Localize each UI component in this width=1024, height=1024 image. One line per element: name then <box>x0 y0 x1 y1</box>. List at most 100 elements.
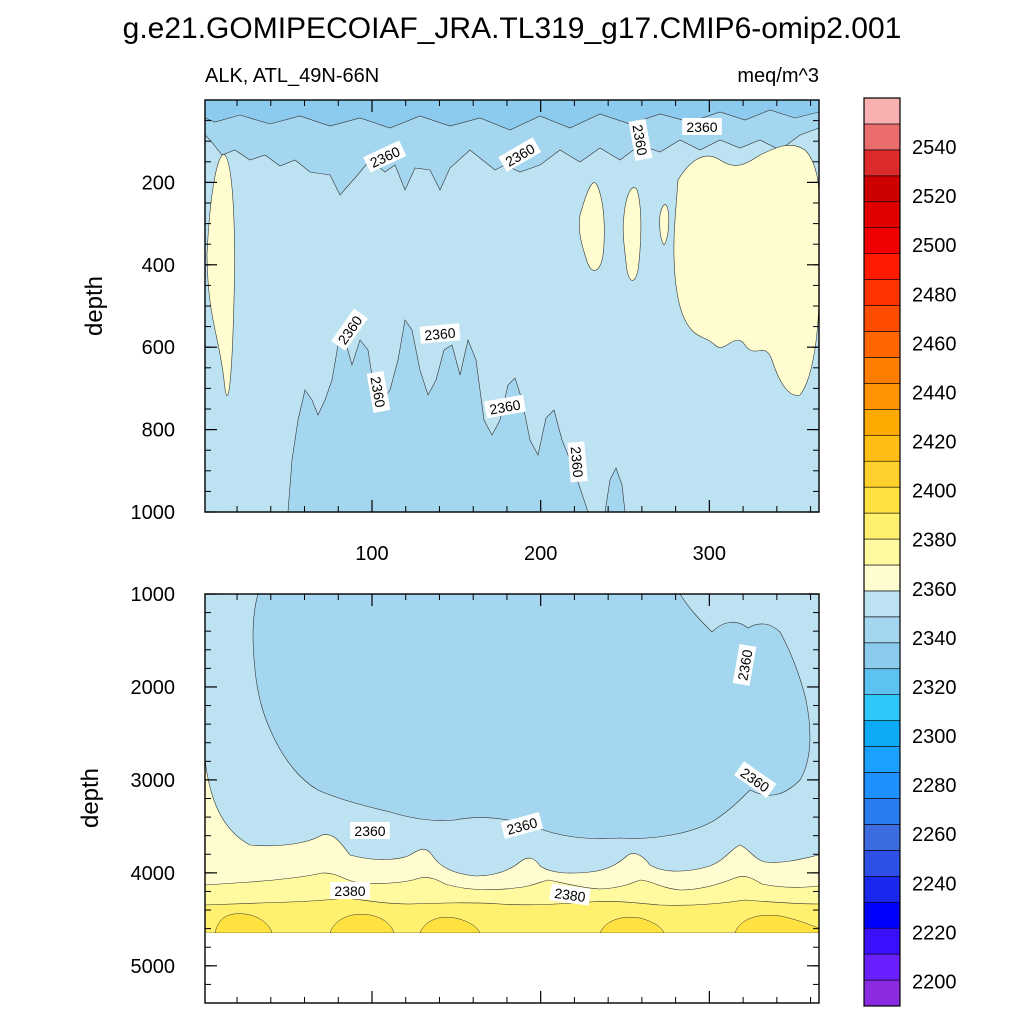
contour-label-box <box>734 761 777 798</box>
contour-label-text: 2360 <box>505 814 539 838</box>
colorbar-label: 2340 <box>912 628 957 650</box>
contour-label-text: 2380 <box>553 885 586 905</box>
colorbar-label: 2260 <box>912 824 957 846</box>
y-tick-label: 2000 <box>131 677 176 699</box>
contour-label-box <box>732 643 757 686</box>
y-tick-label: 800 <box>142 420 175 442</box>
x-tick-label: 200 <box>524 543 557 565</box>
chart-title: g.e21.GOMIPECOIAF_JRA.TL319_g17.CMIP6-om… <box>123 12 902 45</box>
x-tick-label: 100 <box>355 543 388 565</box>
colorbar-label: 2400 <box>912 481 957 503</box>
lower-y-axis-label: depth <box>77 768 104 828</box>
colorbar-label: 2280 <box>912 775 957 797</box>
upper-panel: 200 400 600 800 1000 2360 2360 2360 2360 2360 236… <box>81 99 820 524</box>
yellow-lens-mid2 <box>622 187 642 281</box>
lower-gold-patch-4 <box>599 917 665 934</box>
contour-label-box <box>350 822 390 839</box>
colorbar-swatch <box>863 149 901 177</box>
contour-label-text: 2360 <box>629 123 650 157</box>
colorbar-swatch <box>863 772 901 799</box>
contour-label: 2360 <box>732 643 757 686</box>
yellow-lens-mid3 <box>659 204 670 246</box>
colorbar-swatch <box>863 357 901 384</box>
y-tick-label: 3000 <box>131 770 176 792</box>
lower-gold-patch-3 <box>419 917 481 934</box>
upper-y-axis-label: depth <box>81 276 108 336</box>
contour-label: 2360 <box>483 394 526 419</box>
contour-label-text: 2360 <box>686 119 717 135</box>
upper-deep-tail <box>604 467 626 512</box>
lower-deep-mass <box>252 594 811 839</box>
lower-gold-patch-5 <box>734 915 819 934</box>
colorbar-swatch <box>863 901 901 929</box>
contour-label-box <box>331 308 368 351</box>
colorbar-swatch <box>863 97 901 125</box>
colorbar-swatch <box>863 694 901 721</box>
contour-label-box <box>366 370 391 413</box>
contour-label: 2380 <box>330 882 370 899</box>
colorbar-swatch <box>863 331 901 358</box>
upper-surface-band <box>205 100 819 196</box>
colorbar-label: 2500 <box>912 235 957 257</box>
lower-gold-patch-2 <box>329 914 395 934</box>
colorbar-swatch <box>863 668 901 695</box>
colorbar-swatch <box>863 590 901 618</box>
contour-label: 2380 <box>549 883 591 906</box>
colorbar-swatch <box>863 875 901 903</box>
colorbar-swatch <box>863 383 901 410</box>
upper-surface-sliver <box>205 100 819 131</box>
lower-axis-ticks: 1000 2000 3000 4000 5000 <box>131 584 819 1004</box>
units-subtitle: meq/m^3 <box>737 65 819 87</box>
colorbar-swatch <box>863 512 901 540</box>
colorbar-frame <box>863 97 901 1007</box>
colorbar-label: 2540 <box>912 137 957 159</box>
contour-label-box <box>363 140 407 173</box>
y-tick-label: 400 <box>142 255 175 277</box>
colorbar-swatch <box>863 305 901 332</box>
colorbar-swatch <box>863 927 901 955</box>
contour-label: 2360 <box>350 822 390 839</box>
colorbar-label: 2320 <box>912 677 957 699</box>
contour-label-box <box>330 882 370 899</box>
y-tick-label: 1000 <box>131 502 176 524</box>
contour-label-text: 2360 <box>568 446 587 479</box>
colorbar-label: 2200 <box>912 971 957 993</box>
colorbar-swatch <box>863 953 901 981</box>
contour-label: 2360 <box>366 370 391 413</box>
colorbar-swatch <box>863 616 901 644</box>
colorbar-swatch <box>863 538 901 566</box>
colorbar-swatch <box>863 175 901 203</box>
contour-label-text: 2380 <box>334 883 365 899</box>
contour-label-text: 2360 <box>488 396 522 417</box>
contour-label: 2360 <box>419 323 461 344</box>
contour-label: 2360 <box>682 118 722 135</box>
contour-label-box <box>498 137 542 172</box>
colorbar-label: 2300 <box>912 726 957 748</box>
contour-label-text: 2360 <box>424 325 457 344</box>
colorbar-swatch <box>863 564 901 592</box>
yellow-lens-right <box>673 145 819 396</box>
contour-label-box <box>549 883 591 906</box>
contour-label-text: 2360 <box>367 375 388 409</box>
contour-label: 2360 <box>567 441 588 483</box>
colorbar-label: 2440 <box>912 382 957 404</box>
colorbar-swatch <box>863 798 901 825</box>
colorbar-label: 2420 <box>912 432 957 454</box>
colorbar-swatch <box>863 746 901 773</box>
contour-label: 2360 <box>500 812 544 839</box>
colorbar-swatch <box>863 123 901 151</box>
yellow-lens-left <box>206 154 235 396</box>
colorbar-label: 2360 <box>912 579 957 601</box>
colorbar-swatch <box>863 979 901 1007</box>
colorbar-label: 2480 <box>912 284 957 306</box>
x-axis-tick-labels: 100 200 300 <box>355 543 726 565</box>
contour-label-box <box>628 118 653 161</box>
contour-label-box <box>567 441 588 483</box>
x-tick-label: 300 <box>693 543 726 565</box>
colorbar-label: 2460 <box>912 333 957 355</box>
contour-label-box <box>483 394 526 419</box>
y-tick-label: 5000 <box>131 956 176 978</box>
contour-label-text: 2360 <box>354 823 385 839</box>
colorbar-swatch <box>863 227 901 254</box>
